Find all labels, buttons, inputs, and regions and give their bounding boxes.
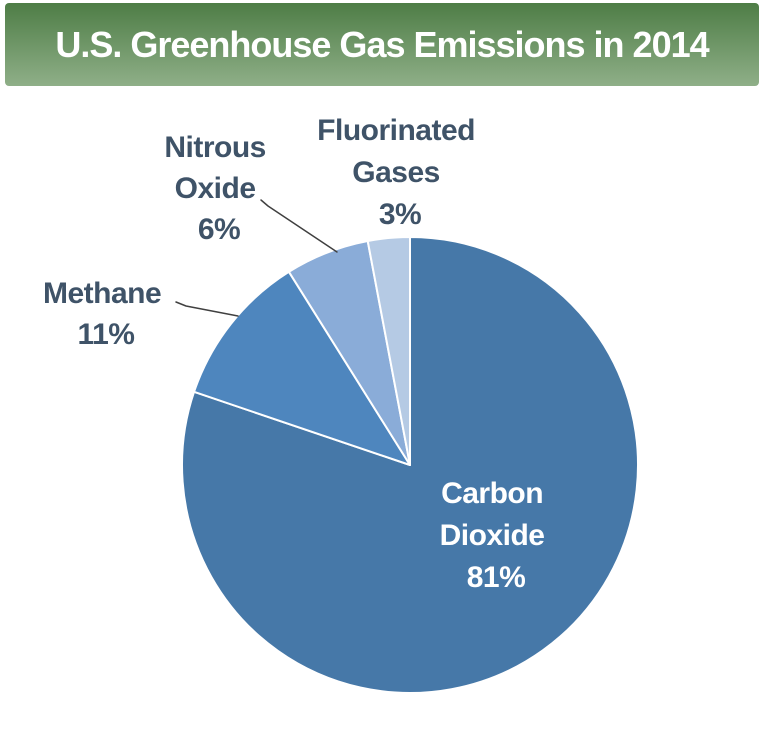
label-carbon-dioxide: Carbon Dioxide 81% (440, 477, 553, 594)
pie-slice-methane (193, 270, 411, 466)
pie-slice-carbon-dioxide (180, 236, 639, 694)
leader-line-methane (175, 301, 239, 317)
chart-title: U.S. Greenhouse Gas Emissions in 2014 (55, 23, 709, 65)
leader-lines (175, 199, 338, 317)
pie-slice-fluorinated-gases (366, 236, 411, 466)
label-methane: Methane 11% (43, 277, 169, 351)
label-nitrous-oxide: Nitrous Oxide 6% (164, 131, 273, 246)
pie-slices (180, 236, 639, 694)
chart-title-banner: U.S. Greenhouse Gas Emissions in 2014 (5, 3, 759, 86)
label-fluorinated-gases: Fluorinated Gases 3% (317, 114, 483, 231)
leader-line-nitrous-oxide (260, 199, 338, 253)
